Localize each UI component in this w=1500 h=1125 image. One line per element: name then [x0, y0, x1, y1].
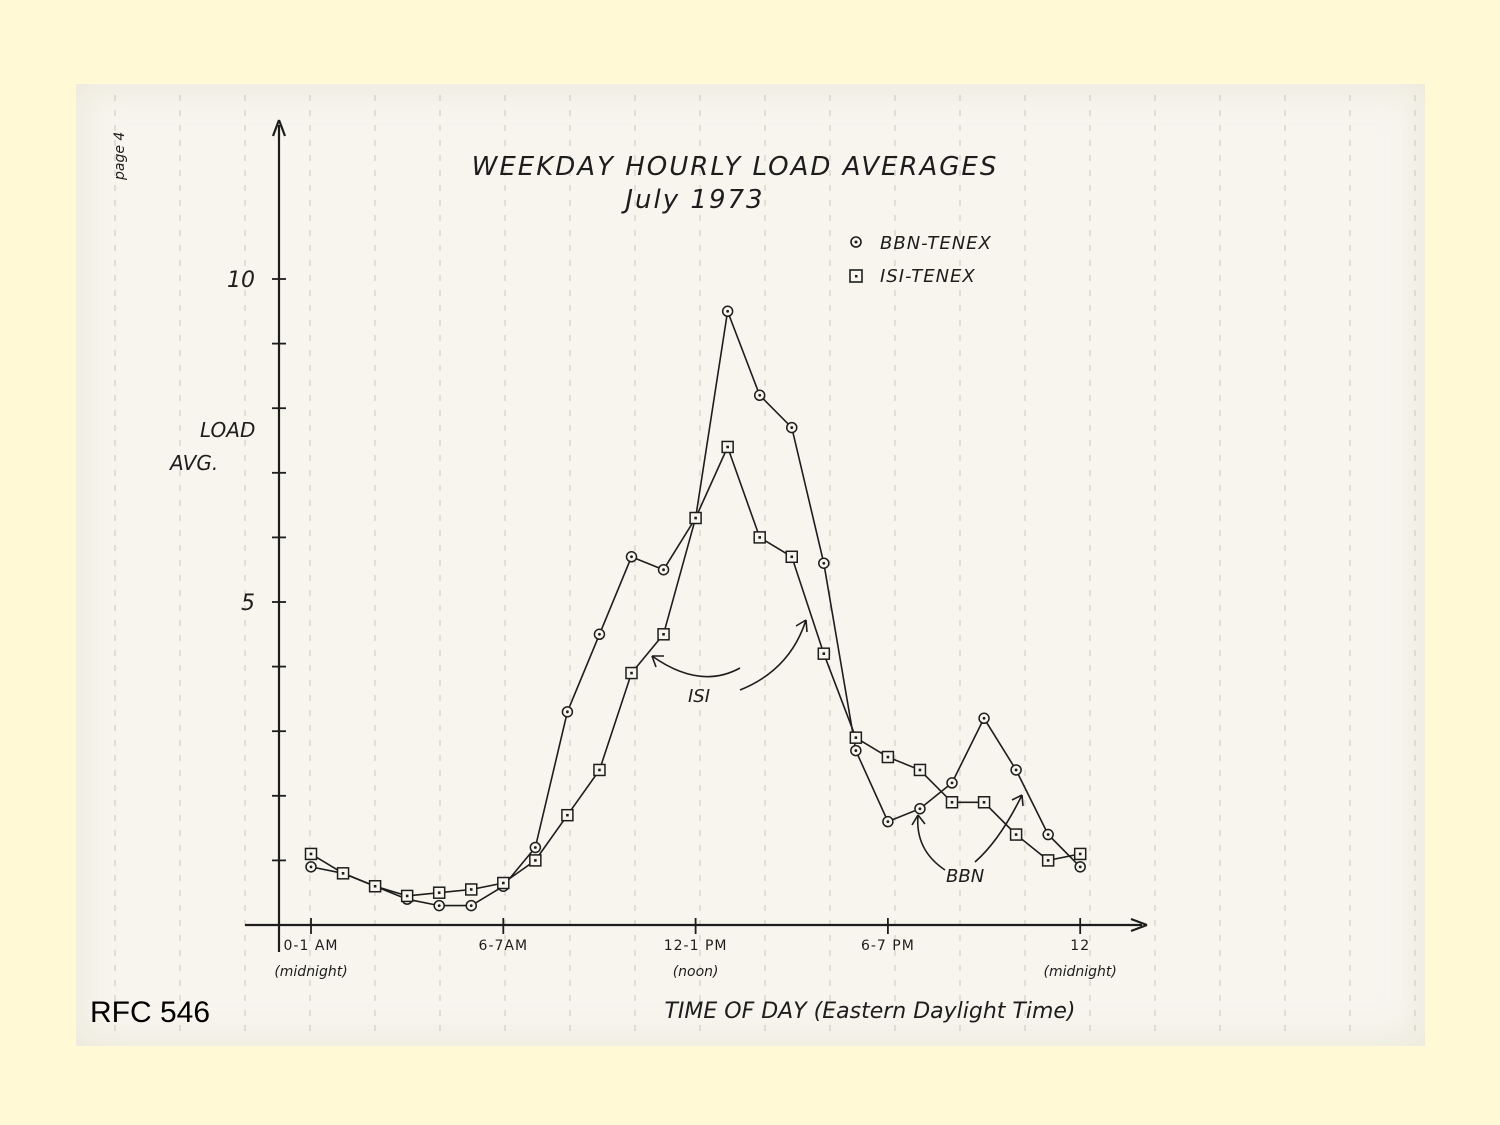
x-tick-label: 12: [1070, 938, 1090, 954]
isi-point-dot: [886, 755, 890, 759]
bbn-right-arrowhead: [1011, 794, 1024, 807]
isi-point-dot: [341, 872, 345, 875]
bbn-point-dot: [982, 716, 986, 720]
isi-left-arrowhead: [651, 655, 664, 668]
isi-right-arrowhead: [795, 619, 808, 633]
bbn-point-dot: [437, 904, 441, 908]
isi-point-dot: [694, 516, 697, 520]
legend: BBN-TENEX ISI-TENEX: [849, 233, 992, 287]
bbn-point-dot: [1046, 833, 1050, 836]
y-axis-arrowhead: [271, 119, 287, 137]
x-tick-sublabel: (noon): [673, 964, 719, 980]
y-axis-label-line1: LOAD: [200, 418, 255, 442]
series-markers: [304, 305, 1087, 912]
bbn-point-dot: [533, 846, 537, 849]
x-tick-sublabel: (midnight): [274, 964, 347, 980]
axis-ticks: 5 10 0-1 AM (midnight) 6-7AM 12-1 PM (noon) 6-7…: [227, 268, 1117, 980]
x-tick-label: 0-1 AM: [284, 938, 339, 954]
isi-point-dot: [854, 736, 858, 739]
bbn-point-dot: [950, 781, 954, 785]
isi-point-dot: [502, 881, 505, 885]
isi-point-dot: [758, 536, 761, 539]
bbn-annotation: BBN: [946, 866, 984, 887]
isi-point-dot: [373, 884, 377, 888]
x-axis-arrowhead: [1130, 917, 1148, 933]
isi-point-dot: [630, 671, 633, 675]
bbn-point-dot: [918, 807, 922, 811]
annotations: ISI BBN: [651, 619, 1024, 887]
bbn-point-dot: [854, 749, 858, 752]
isi-point-dot: [437, 891, 441, 894]
legend-isi-label: ISI-TENEX: [880, 266, 976, 287]
bbn-point-dot: [1078, 865, 1082, 869]
x-tick-label: 6-7 PM: [861, 938, 915, 954]
isi-point-dot: [566, 813, 569, 817]
bbn-point-dot: [566, 710, 569, 714]
bbn-point-dot: [790, 426, 794, 429]
y-axis-label-line2: AVG.: [168, 451, 218, 475]
isi-point-dot: [1014, 833, 1018, 836]
isi-point-dot: [662, 633, 665, 636]
bbn-point-dot: [630, 555, 633, 559]
bbn-point-dot: [886, 820, 890, 824]
legend-square-marker: [849, 269, 863, 283]
axes: [245, 119, 1148, 952]
bbn-left-arrow: [916, 814, 946, 871]
bbn-point-dot: [822, 561, 826, 565]
isi-point-dot: [790, 555, 794, 559]
y-tick-label: 10: [227, 268, 255, 293]
isi-point-dot: [1078, 852, 1082, 856]
x-tick-label: 12-1 PM: [664, 938, 728, 954]
bbn-point-dot: [726, 309, 730, 313]
isi-point-dot: [598, 768, 601, 772]
bbn-left-arrowhead: [911, 814, 926, 826]
isi-point-dot: [469, 888, 473, 891]
isi-point-dot: [726, 445, 729, 449]
bbn-point-dot: [1014, 768, 1018, 772]
isi-point-dot: [950, 800, 954, 804]
x-axis-label: TIME OF DAY (Eastern Daylight Time): [664, 999, 1075, 1024]
chart-subtitle: July 1973: [620, 185, 764, 215]
bbn-point-dot: [469, 904, 473, 908]
x-tick-label: 6-7AM: [479, 938, 529, 954]
legend-circle-marker: [850, 236, 862, 248]
isi-right-arrow: [739, 619, 807, 691]
bbn-point-dot: [662, 568, 665, 572]
chart-title: WEEKDAY HOURLY LOAD AVERAGES: [472, 152, 999, 182]
rfc-label: RFC 546: [90, 996, 211, 1029]
legend-bbn-label: BBN-TENEX: [880, 233, 992, 254]
y-tick-label: 5: [241, 591, 255, 616]
isi-left-arrow: [651, 655, 741, 678]
isi-point-dot: [534, 859, 537, 862]
isi-annotation: ISI: [688, 686, 710, 707]
scanned-paper: [76, 84, 1425, 1046]
bbn-point-dot: [598, 632, 601, 636]
isi-point-dot: [309, 852, 313, 856]
bbn-point-dot: [758, 393, 762, 397]
isi-point-dot: [982, 800, 986, 804]
bbn-right-arrow: [974, 794, 1023, 863]
legend-circle-dot: [854, 240, 858, 244]
isi-point-dot: [405, 894, 409, 898]
bbn-point-dot: [309, 865, 313, 869]
page-label: page 4: [112, 132, 128, 181]
x-tick-sublabel: (midnight): [1044, 964, 1117, 980]
legend-square-dot: [855, 275, 858, 278]
series-lines: [310, 308, 1081, 907]
paper-grid: [114, 95, 1416, 1040]
isi-point-dot: [918, 768, 922, 772]
isi-point-dot: [822, 652, 826, 655]
isi-point-dot: [1046, 859, 1050, 862]
series-line-bbn-tenex: [310, 308, 1081, 907]
